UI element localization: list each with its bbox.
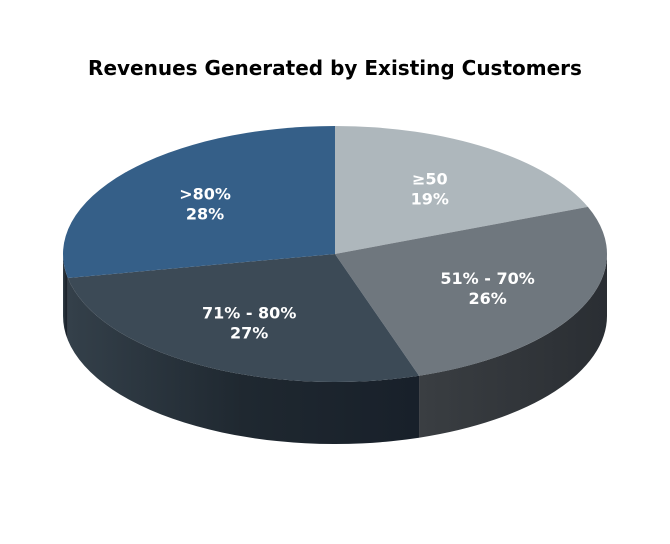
slice-label-2: 51% - 70% (440, 269, 534, 288)
slice-label-3: 71% - 80% (202, 303, 296, 322)
chart-title: Revenues Generated by Existing Customers (88, 56, 582, 80)
pie-slice-2 (335, 206, 608, 376)
slice-value-3: 27% (230, 323, 268, 342)
slice-label-1: ≥50 (412, 169, 448, 188)
pie-side-4 (63, 254, 68, 340)
pie-slice-4 (63, 126, 335, 278)
pie-slice-3 (67, 254, 420, 383)
pie-tops (63, 126, 608, 383)
slice-value-4: 28% (186, 204, 224, 223)
slice-value-2: 26% (468, 289, 506, 308)
pie-side-2 (419, 254, 607, 438)
pie-side-3 (67, 277, 420, 445)
pie-slice-1 (335, 126, 588, 254)
pie-sides (63, 254, 607, 445)
slice-label-4: >80% (179, 184, 231, 203)
slice-value-1: 19% (411, 189, 449, 208)
